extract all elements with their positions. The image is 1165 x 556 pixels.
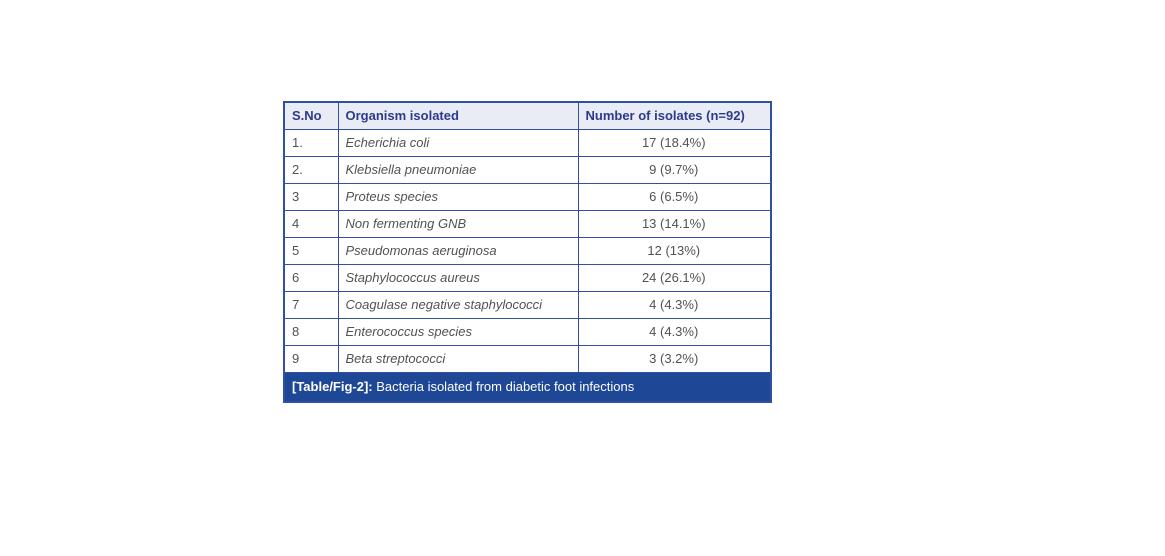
column-header-sno: S.No [283, 101, 339, 130]
isolates-cell: 4 (4.3%) [577, 291, 772, 319]
sno-cell: 2. [283, 156, 339, 184]
sno-cell: 7 [283, 291, 339, 319]
organism-cell: Proteus species [337, 183, 579, 211]
sno-cell: 4 [283, 210, 339, 238]
isolates-cell: 4 (4.3%) [577, 318, 772, 346]
sno-cell: 5 [283, 237, 339, 265]
isolates-cell: 12 (13%) [577, 237, 772, 265]
sno-cell: 1. [283, 129, 339, 157]
organism-cell: Beta streptococci [337, 345, 579, 373]
table-body: 1. Echerichia coli 17 (18.4%) 2. Klebsie… [283, 129, 772, 373]
caption-row: [Table/Fig-2]: Bacteria isolated from di… [283, 372, 772, 403]
table-row: 2. Klebsiella pneumoniae 9 (9.7%) [283, 156, 772, 184]
sno-cell: 8 [283, 318, 339, 346]
bacteria-isolates-table: S.No Organism isolated Number of isolate… [283, 101, 772, 403]
organism-cell: Echerichia coli [337, 129, 579, 157]
table-row: 1. Echerichia coli 17 (18.4%) [283, 129, 772, 157]
organism-cell: Klebsiella pneumoniae [337, 156, 579, 184]
table-row: 3 Proteus species 6 (6.5%) [283, 183, 772, 211]
sno-cell: 3 [283, 183, 339, 211]
isolates-cell: 24 (26.1%) [577, 264, 772, 292]
isolates-cell: 17 (18.4%) [577, 129, 772, 157]
table-row: 9 Beta streptococci 3 (3.2%) [283, 345, 772, 373]
organism-cell: Non fermenting GNB [337, 210, 579, 238]
isolates-cell: 3 (3.2%) [577, 345, 772, 373]
organism-cell: Enterococcus species [337, 318, 579, 346]
column-header-isolates: Number of isolates (n=92) [577, 101, 772, 130]
organism-cell: Pseudomonas aeruginosa [337, 237, 579, 265]
table-row: 5 Pseudomonas aeruginosa 12 (13%) [283, 237, 772, 265]
caption-text: Bacteria isolated from diabetic foot inf… [376, 379, 635, 394]
isolates-cell: 13 (14.1%) [577, 210, 772, 238]
caption-label: [Table/Fig-2]: [292, 379, 373, 394]
sno-cell: 9 [283, 345, 339, 373]
organism-cell: Staphylococcus aureus [337, 264, 579, 292]
header-row: S.No Organism isolated Number of isolate… [283, 101, 772, 130]
table-row: 4 Non fermenting GNB 13 (14.1%) [283, 210, 772, 238]
organism-cell: Coagulase negative staphylococci [337, 291, 579, 319]
column-header-organism: Organism isolated [337, 101, 579, 130]
isolates-cell: 9 (9.7%) [577, 156, 772, 184]
table-caption: [Table/Fig-2]: Bacteria isolated from di… [283, 372, 772, 403]
table-row: 8 Enterococcus species 4 (4.3%) [283, 318, 772, 346]
sno-cell: 6 [283, 264, 339, 292]
table-header: S.No Organism isolated Number of isolate… [283, 101, 772, 130]
table-row: 7 Coagulase negative staphylococci 4 (4.… [283, 291, 772, 319]
table-footer: [Table/Fig-2]: Bacteria isolated from di… [283, 372, 772, 403]
figure-table-container: S.No Organism isolated Number of isolate… [283, 101, 772, 403]
isolates-cell: 6 (6.5%) [577, 183, 772, 211]
table-row: 6 Staphylococcus aureus 24 (26.1%) [283, 264, 772, 292]
